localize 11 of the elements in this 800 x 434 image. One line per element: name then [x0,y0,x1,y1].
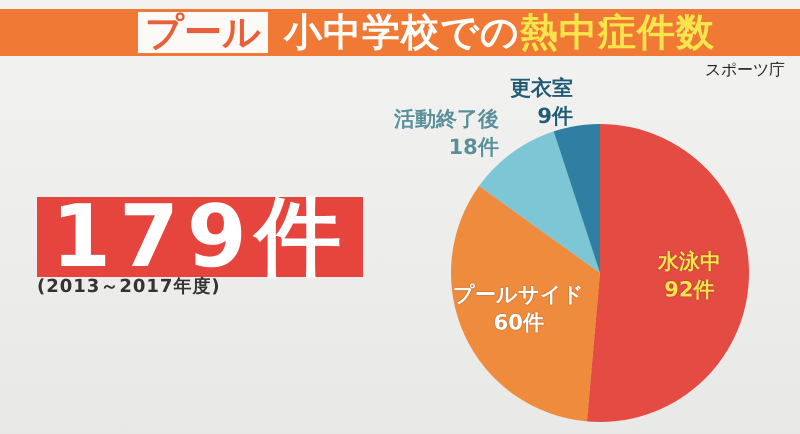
data-label: 9件 [537,104,574,128]
data-label: 60件 [494,310,544,335]
slice-label: プールサイド [453,282,584,307]
text: スポーツ庁 [705,60,785,80]
data-label: 92件 [664,277,714,302]
slice-label: 水泳中 [656,249,721,274]
slice-label: 更衣室 [510,76,574,100]
data-label: 18件 [448,135,499,160]
slice-label: 活動終了後 [392,107,499,132]
chart-subtitle: プール [138,10,268,54]
chart-title: 小中学校での熱中症件数 [284,10,715,54]
